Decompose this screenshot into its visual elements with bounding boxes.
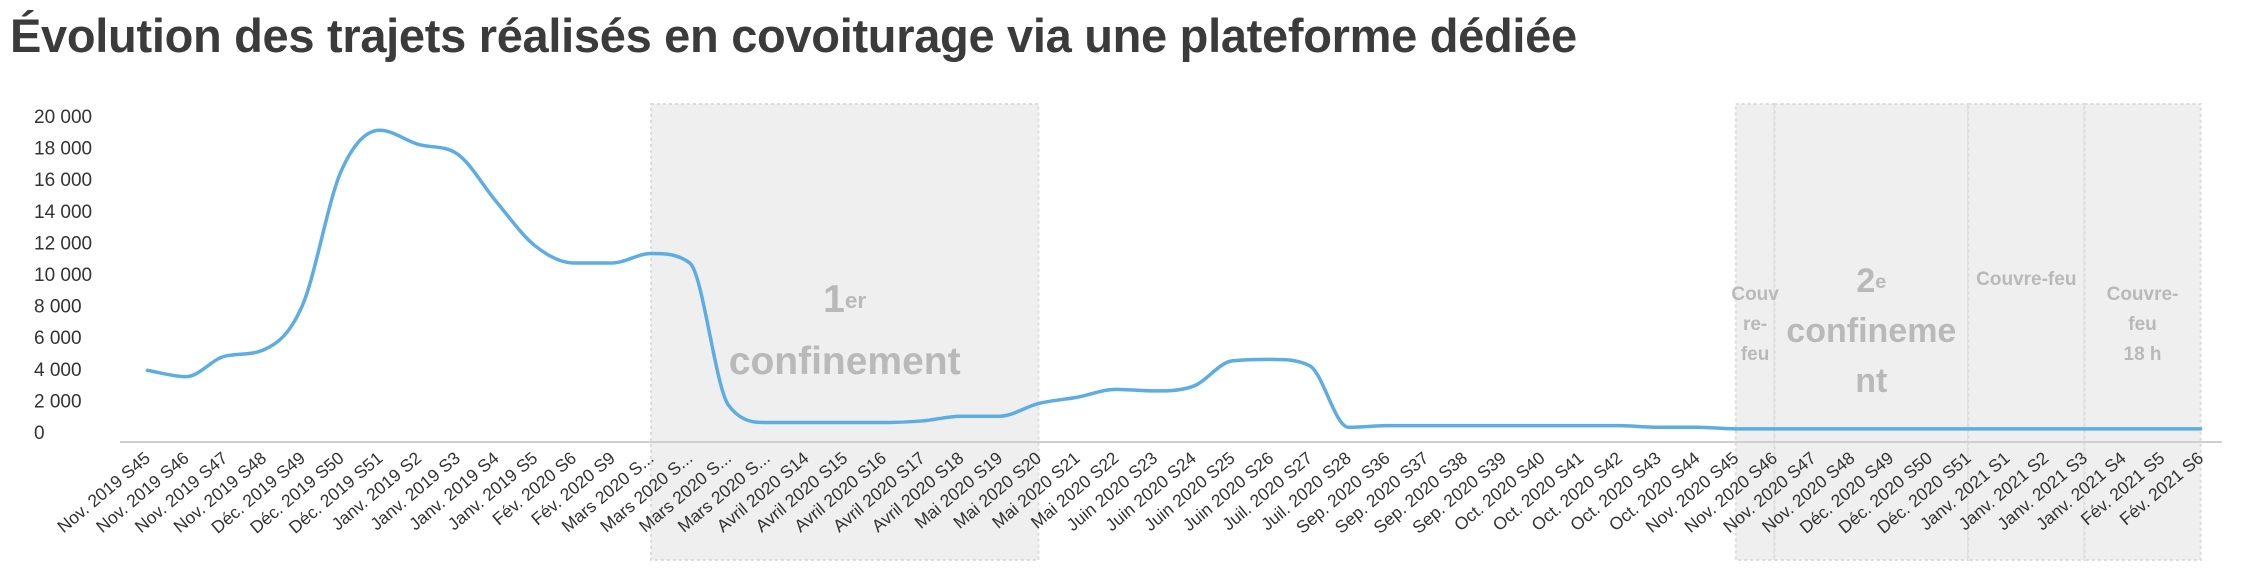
- period-band-5-label-line: feu: [2128, 314, 2157, 335]
- period-band-5-label-line: 18 h: [2124, 344, 2162, 365]
- period-band-2-label-line: feu: [1741, 344, 1770, 365]
- y-tick-label: 4 000: [34, 360, 82, 381]
- y-tick-label: 20 000: [34, 107, 92, 128]
- y-tick-label: 16 000: [34, 170, 92, 191]
- y-tick-label: 18 000: [34, 139, 92, 160]
- y-tick-label: 8 000: [34, 297, 82, 318]
- period-band-1-label-number: 1er: [823, 278, 866, 321]
- period-band-3-label-word-end: nt: [1855, 362, 1887, 400]
- y-tick-label: 2 000: [34, 391, 82, 412]
- period-band-4-label-line: Couvre-feu: [1976, 269, 2076, 290]
- y-axis: 20 000 18 000 16 000 14 000 12 000 10 000 8 00…: [34, 107, 92, 444]
- period-band-2-label-line: re-: [1743, 314, 1767, 335]
- chart-title: Évolution des trajets réalisés en covoit…: [10, 9, 1577, 62]
- period-band-5: [2083, 103, 2202, 561]
- period-band-1: [650, 103, 1040, 561]
- period-band-3-label-number: 2e: [1856, 262, 1886, 300]
- period-band-1-label-word: confinement: [729, 340, 961, 383]
- y-tick-label: 6 000: [34, 328, 82, 349]
- period-band-2-label-line: Couv: [1731, 284, 1779, 305]
- period-band-5-label-line: Couvre-: [2107, 284, 2179, 305]
- period-band-labels: 1erconfinementCouvre-feu2econfinementCou…: [729, 262, 2179, 400]
- y-tick-label: 14 000: [34, 202, 92, 223]
- y-tick-label: 0: [34, 423, 45, 444]
- y-tick-label: 10 000: [34, 265, 92, 286]
- series-line: [145, 128, 2203, 431]
- period-band-3-label-word: confineme: [1786, 312, 1956, 350]
- series-layer: [145, 128, 2203, 431]
- period-bands: [650, 103, 2202, 561]
- y-tick-label: 12 000: [34, 233, 92, 254]
